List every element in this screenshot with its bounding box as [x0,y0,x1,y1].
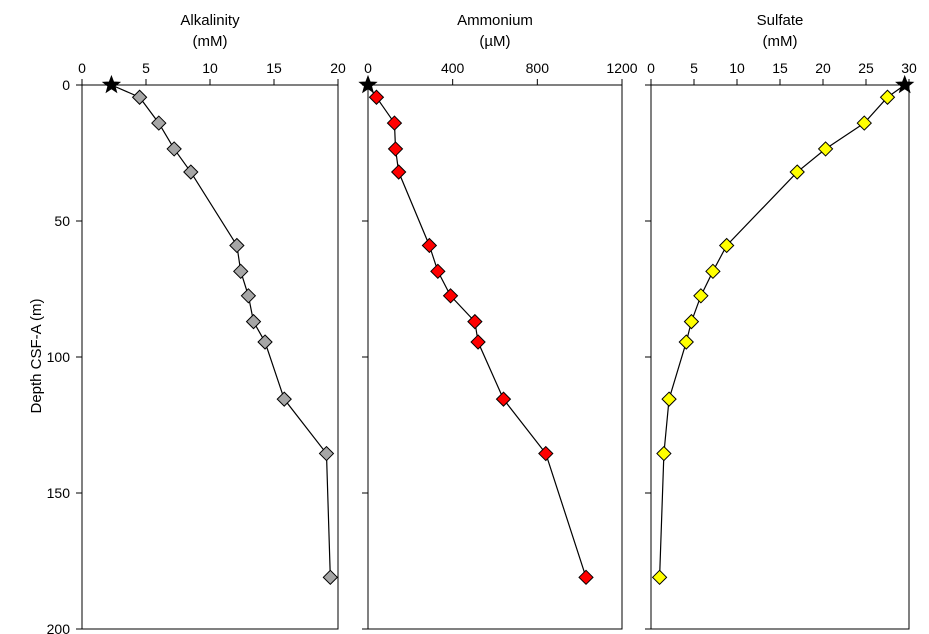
data-point [789,164,805,180]
x-tick-label: 15 [772,60,788,76]
panel-units: (µM) [479,33,510,50]
data-point [678,334,694,350]
x-tick-label: 0 [78,60,86,76]
data-point [661,391,677,407]
data-point [495,391,512,407]
data-point [470,334,486,350]
data-point [856,115,872,131]
data-point [276,391,292,407]
data-point [151,115,167,131]
y-tick-label: 100 [47,349,71,365]
panel-frame [650,84,910,630]
x-tick-label: 400 [441,60,465,76]
panel-frame [367,84,623,630]
x-tick-label: 5 [690,60,698,76]
x-tick-label: 10 [202,60,218,76]
data-point [879,89,896,105]
data-point [166,141,182,157]
surface-star-marker [895,74,915,94]
data-point [240,288,257,304]
y-axis-title: Depth CSF-A (m) [28,298,45,413]
data-point [131,89,148,105]
panel-title: Ammonium [457,12,533,29]
data-point [390,164,407,180]
surface-star-marker [358,74,378,94]
data-point [183,164,199,180]
data-point [651,569,668,586]
series-line [367,84,587,578]
panel-title: Alkalinity [180,12,240,29]
panel-units: (mM) [193,33,228,50]
data-point [538,445,554,462]
panels: Alkalinity(mM)0 5 10 15 20050100150200Ammoni… [47,12,917,634]
series-line [111,84,331,578]
data-point [245,313,262,330]
y-tick-label: 200 [47,621,71,634]
data-point [322,569,339,586]
x-tick-label: 20 [330,60,346,76]
data-point [421,237,438,254]
data-point [442,288,459,304]
x-tick-label: 20 [815,60,831,76]
x-tick-label: 10 [729,60,745,76]
data-point [693,288,709,304]
data-point [387,141,404,157]
data-point [257,334,273,350]
y-tick-label: 50 [54,213,70,229]
data-point [229,237,245,254]
data-point [318,445,335,462]
panel-units: (mM) [763,33,798,50]
data-point [233,263,249,280]
data-point [467,313,483,330]
y-tick-label: 0 [62,77,70,93]
y-tick-label: 150 [47,485,71,501]
x-tick-label: 5 [142,60,150,76]
surface-star-marker [101,74,122,94]
data-point [578,569,594,586]
x-tick-label: 0 [647,60,655,76]
panel-frame [81,84,339,630]
x-tick-label: 800 [526,60,550,76]
x-tick-label: 1200 [606,60,637,76]
data-point [386,115,403,131]
x-tick-label: 30 [901,60,917,76]
data-point [718,237,735,254]
panel-title: Sulfate [757,12,804,29]
data-point [656,445,672,462]
panel-3: Sulfate (mM) 0 5 10 15 20 25 30 [645,12,917,630]
data-point [683,313,700,330]
x-tick-label: 25 [858,60,874,76]
data-point [817,141,834,157]
data-point [430,263,446,280]
panel-2: Ammonium (µM) 0 400 800 1200 [358,12,638,630]
data-point [705,263,721,280]
x-tick-label: 15 [266,60,282,76]
x-tick-label: 0 [364,60,372,76]
data-point [368,89,385,105]
series-line [659,84,906,578]
